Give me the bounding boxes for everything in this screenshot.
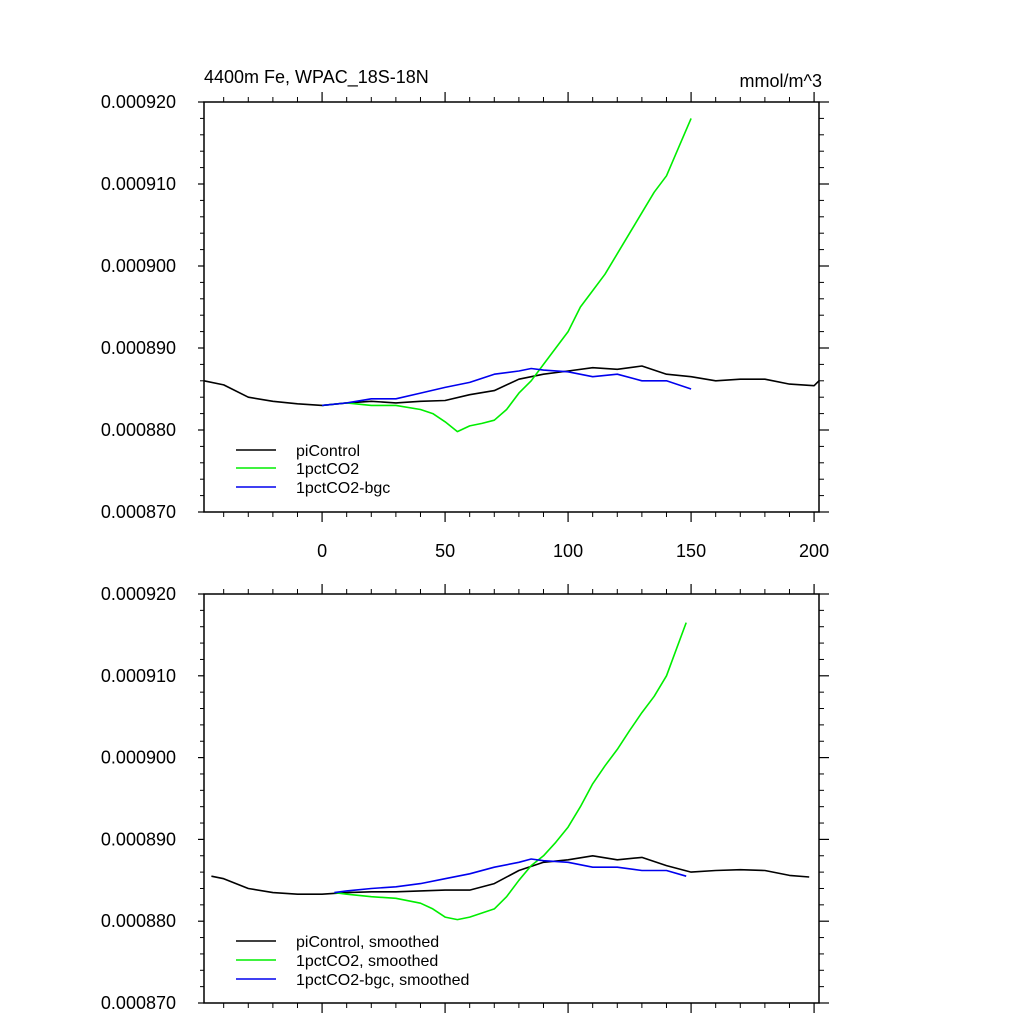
chart-title: 4400m Fe, WPAC_18S-18N — [204, 67, 429, 88]
legend-label: piControl — [296, 443, 360, 460]
series-line — [334, 622, 687, 921]
x-tick-label: 0 — [317, 541, 327, 561]
y-tick-label: 0.000920 — [101, 584, 176, 604]
x-tick-label: 100 — [553, 541, 583, 561]
series-line — [334, 858, 687, 894]
legend-label: piControl, smoothed — [296, 934, 439, 951]
legend-label: 1pctCO2-bgc, smoothed — [296, 972, 469, 989]
bottom-panel: 0.000870 0.000880 0.000890 0.000900 0.00… — [101, 584, 829, 1013]
series-line — [322, 118, 692, 433]
y-tick-label: 0.000890 — [101, 338, 176, 358]
legend: piControl 1pctCO2 1pctCO2-bgc — [236, 443, 390, 497]
y-tick-label: 0.000920 — [101, 92, 176, 112]
legend-label: 1pctCO2 — [296, 461, 359, 478]
y-tick-label: 0.000890 — [101, 829, 176, 849]
top-panel: 4400m Fe, WPAC_18S-18N mmol/m^3 0.000870… — [101, 67, 829, 561]
plot-frame — [203, 101, 820, 513]
plot-frame — [203, 593, 820, 1004]
series-line — [211, 854, 810, 896]
legend-label: 1pctCO2, smoothed — [296, 953, 438, 970]
x-tick-label: 150 — [676, 541, 706, 561]
y-axis: 0.000870 0.000880 0.000890 0.000900 0.00… — [101, 584, 176, 1013]
series-line — [203, 365, 820, 407]
y-axis: 0.000870 0.000880 0.000890 0.000900 0.00… — [101, 92, 176, 522]
y-tick-label: 0.000900 — [101, 256, 176, 276]
y-tick-label: 0.000880 — [101, 911, 176, 931]
units-label: mmol/m^3 — [740, 71, 822, 91]
x-tick-label: 50 — [435, 541, 455, 561]
series-line — [322, 367, 692, 407]
legend-label: 1pctCO2-bgc — [296, 480, 390, 497]
y-tick-label: 0.000910 — [101, 174, 176, 194]
y-tick-label: 0.000900 — [101, 748, 176, 768]
y-tick-label: 0.000870 — [101, 502, 176, 522]
y-tick-label: 0.000880 — [101, 420, 176, 440]
legend: piControl, smoothed 1pctCO2, smoothed 1p… — [236, 934, 469, 989]
y-tick-label: 0.000870 — [101, 993, 176, 1013]
x-tick-label: 200 — [799, 541, 829, 561]
y-tick-label: 0.000910 — [101, 666, 176, 686]
x-axis: 0 50 100 150 200 — [317, 541, 829, 561]
